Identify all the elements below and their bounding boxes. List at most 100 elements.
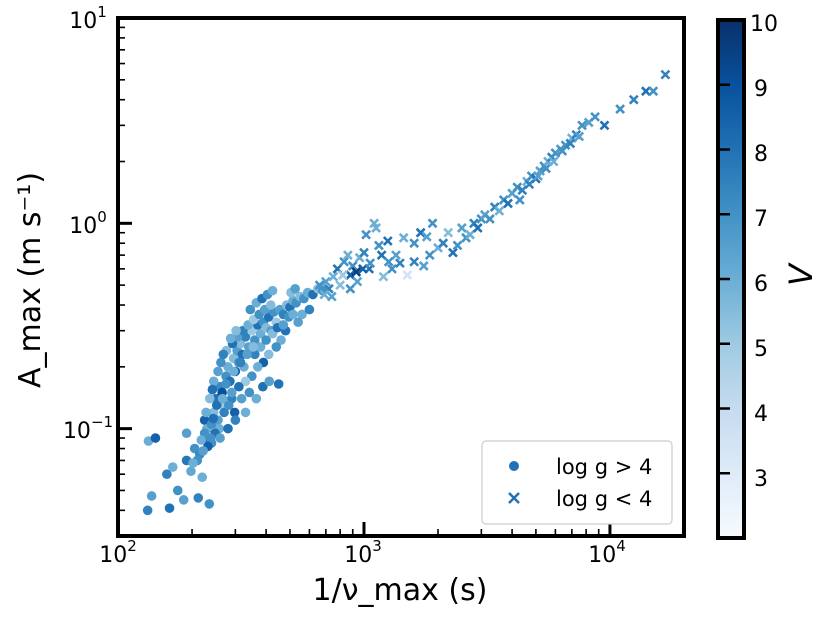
point-giant: [409, 256, 420, 267]
point-giant: [373, 240, 384, 251]
point-dwarf: [208, 413, 219, 424]
point-giant: [391, 250, 401, 261]
legend-box: [481, 440, 673, 525]
point-giant: [361, 229, 372, 240]
point-giant: [326, 291, 337, 302]
y-tick-label-0.1: 10−1: [63, 413, 113, 444]
point-dwarf: [215, 433, 225, 443]
colorbar: 3 4 5 6 7 8 9 10 V: [716, 12, 820, 540]
point-giant: [328, 271, 339, 282]
point-giant: [427, 218, 438, 229]
point-dwarf: [251, 393, 262, 404]
point-dwarf: [245, 304, 256, 315]
y-tick-label-1: 100: [69, 208, 107, 239]
point-dwarf: [290, 283, 300, 294]
y-tick-label-10: 101: [69, 3, 107, 34]
point-dwarf: [244, 387, 255, 398]
colorbar-tick-label-5: 5: [754, 337, 768, 362]
point-giant: [345, 283, 356, 294]
point-giant: [314, 280, 325, 291]
point-giant: [503, 198, 513, 209]
point-dwarf: [288, 309, 298, 320]
point-giant: [378, 271, 389, 282]
point-dwarf: [228, 366, 239, 377]
point-giant: [347, 261, 358, 271]
legend-label-logg-gt-4: log g > 4: [556, 455, 652, 479]
point-dwarf: [265, 300, 276, 310]
point-giant: [345, 270, 356, 280]
point-giant: [628, 94, 639, 105]
x-axis-title: 1/ν_max (s): [313, 573, 488, 608]
point-giant: [590, 111, 600, 122]
point-dwarf: [258, 381, 268, 392]
point-giant: [319, 289, 330, 300]
legend-marker-x: [508, 492, 520, 504]
point-giant: [452, 240, 463, 251]
plot-frame: [116, 16, 686, 538]
point-giant: [320, 276, 331, 287]
point-giant: [533, 171, 543, 181]
point-giant: [640, 86, 651, 97]
point-dwarf: [211, 400, 222, 411]
point-giant: [383, 256, 394, 267]
point-dwarf: [293, 317, 303, 327]
x-tick-label-10000: 104: [588, 537, 626, 568]
point-giant: [494, 205, 505, 216]
legend-marker-circle: [509, 461, 519, 471]
point-dwarf: [178, 495, 189, 505]
point-giant: [415, 227, 426, 238]
point-dwarf: [236, 393, 247, 404]
point-dwarf: [230, 415, 241, 425]
point-dwarf: [204, 393, 215, 404]
legend-label-logg-lt-4: log g < 4: [556, 487, 652, 511]
point-giant: [577, 120, 587, 131]
point-dwarf: [196, 435, 207, 445]
point-dwarf: [248, 342, 259, 352]
point-giant: [421, 231, 432, 242]
point-giant: [541, 163, 552, 174]
point-dwarf: [199, 415, 210, 425]
point-dwarf: [231, 325, 241, 336]
point-dwarf: [264, 376, 275, 387]
point-giant: [512, 182, 523, 193]
point-dwarf: [276, 335, 286, 345]
point-dwarf: [267, 285, 278, 296]
point-dwarf: [150, 433, 161, 443]
point-dwarf: [167, 462, 178, 472]
point-giant: [514, 195, 525, 205]
point-giant: [342, 250, 353, 261]
colorbar-tick-label-6: 6: [754, 272, 768, 297]
point-dwarf: [198, 445, 208, 456]
point-dwarf: [188, 458, 198, 468]
point-giant: [484, 214, 495, 224]
point-giant: [548, 156, 559, 167]
point-dwarf: [240, 407, 251, 418]
point-dwarf: [225, 333, 236, 344]
colorbar-tick-label-8: 8: [754, 142, 768, 167]
point-dwarf: [304, 304, 315, 315]
point-dwarf: [235, 357, 246, 368]
x-tick-label-1000: 103: [344, 537, 382, 568]
point-dwarf: [226, 387, 237, 398]
point-dwarf: [146, 491, 157, 501]
point-dwarf: [240, 376, 251, 387]
point-giant: [660, 69, 671, 80]
point-dwarf: [250, 349, 260, 360]
point-giant: [599, 120, 610, 131]
point-dwarf: [172, 485, 183, 496]
point-dwarf: [223, 400, 234, 411]
point-dwarf: [213, 366, 223, 377]
point-giant: [371, 222, 382, 233]
point-giant: [409, 238, 420, 249]
x-tick-label-100: 102: [99, 537, 137, 568]
point-giant: [456, 222, 467, 233]
point-dwarf: [208, 376, 219, 387]
point-giant: [398, 232, 409, 243]
point-dwarf: [297, 309, 307, 320]
point-giant: [387, 263, 397, 274]
point-dwarf: [273, 379, 284, 389]
point-giant: [465, 229, 476, 240]
point-giant: [615, 104, 626, 115]
point-giant: [448, 247, 458, 258]
